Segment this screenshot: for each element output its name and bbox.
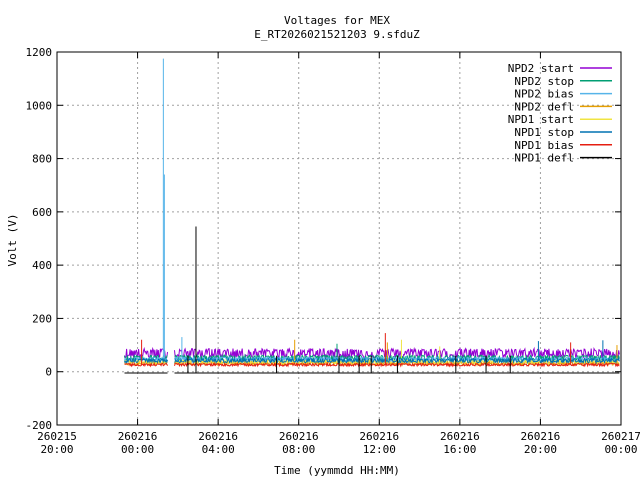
legend-label: NPD1 bias (514, 139, 574, 152)
legend-label: NPD1 start (508, 113, 574, 126)
x-tick-label-date: 260216 (440, 430, 480, 443)
x-tick-label-date: 260216 (118, 430, 158, 443)
series-npd2-start (124, 346, 620, 360)
x-tick-label-date: 260217 (601, 430, 640, 443)
y-tick-label: 400 (32, 259, 52, 272)
x-tick-label-date: 260216 (359, 430, 399, 443)
x-tick-label-time: 20:00 (524, 443, 557, 456)
y-tick-label: 800 (32, 153, 52, 166)
legend-label: NPD2 start (508, 62, 574, 75)
x-tick-label-time: 00:00 (604, 443, 637, 456)
legend-label: NPD1 stop (514, 126, 574, 139)
plot-frame (56, 51, 622, 426)
x-tick-label-date: 260216 (198, 430, 238, 443)
legend-label: NPD1 defl (514, 152, 574, 165)
series-trace (124, 346, 620, 360)
y-tick-label: 1200 (26, 46, 53, 59)
x-tick-label-time: 04:00 (202, 443, 235, 456)
legend-label: NPD2 stop (514, 75, 574, 88)
x-axis-label: Time (yymmdd HH:MM) (274, 464, 400, 477)
x-tick-label-time: 08:00 (282, 443, 315, 456)
y-tick-label: 600 (32, 206, 52, 219)
y-tick-label: 0 (45, 366, 52, 379)
x-tick-label-date: 260216 (279, 430, 319, 443)
chart-subtitle: E_RT2026021521203 9.sfduZ (254, 28, 420, 41)
y-tick-label: 200 (32, 312, 52, 325)
y-axis-label: Volt (V) (6, 214, 19, 267)
x-tick-label-date: 260215 (37, 430, 77, 443)
chart-title: Voltages for MEX (284, 14, 390, 27)
y-tick-label: 1000 (26, 99, 53, 112)
legend-label: NPD2 bias (514, 88, 574, 101)
series-npd1-defl (124, 226, 620, 374)
y-tick-label: -200 (26, 419, 53, 432)
series-layer (124, 58, 620, 374)
x-tick-label-time: 12:00 (363, 443, 396, 456)
legend-label: NPD2 defl (514, 100, 574, 113)
x-tick-label-time: 16:00 (443, 443, 476, 456)
x-tick-label-date: 260216 (521, 430, 561, 443)
x-tick-label-time: 00:00 (121, 443, 154, 456)
axis-ticks: -20002004006008001000120026021520:002602… (26, 46, 640, 456)
x-tick-label-time: 20:00 (40, 443, 73, 456)
